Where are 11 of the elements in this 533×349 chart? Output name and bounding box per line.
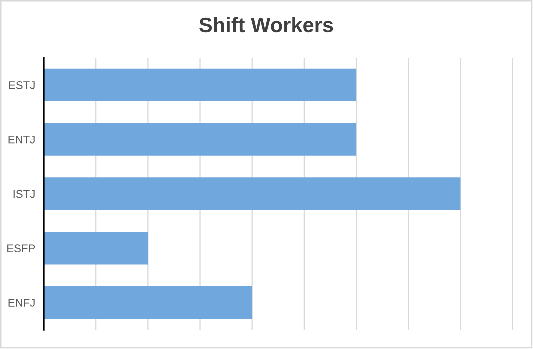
y-tick-label: ESFP <box>8 244 36 253</box>
y-tick-label: ENFJ <box>8 299 35 307</box>
chart-title: Shift Workers <box>200 17 334 33</box>
y-tick-label: ESTJ <box>9 81 35 90</box>
bar <box>44 68 357 102</box>
bar <box>44 123 357 156</box>
bar <box>44 178 461 210</box>
bar <box>44 286 252 320</box>
bar <box>44 232 148 265</box>
y-tick-label: ENTJ <box>8 136 35 144</box>
y-tick-label: ISTJ <box>14 190 35 198</box>
